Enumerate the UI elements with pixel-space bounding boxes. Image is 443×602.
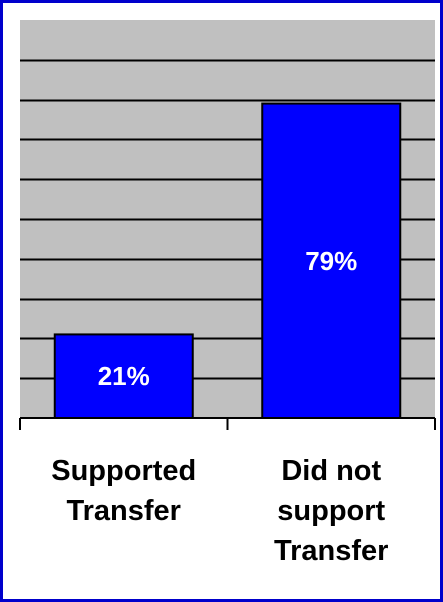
bar-value-label: 79% [305,246,357,276]
bar [53,333,194,420]
bar-value-label: 21% [98,361,150,391]
category-labels: Supported Transfer Did not support Transfer [51,455,388,567]
bar [261,102,402,420]
category-label: Did not support Transfer [274,455,388,567]
bars: 21% 79% [53,102,402,420]
category-label: Supported Transfer [51,455,196,527]
x-axis [19,417,436,430]
